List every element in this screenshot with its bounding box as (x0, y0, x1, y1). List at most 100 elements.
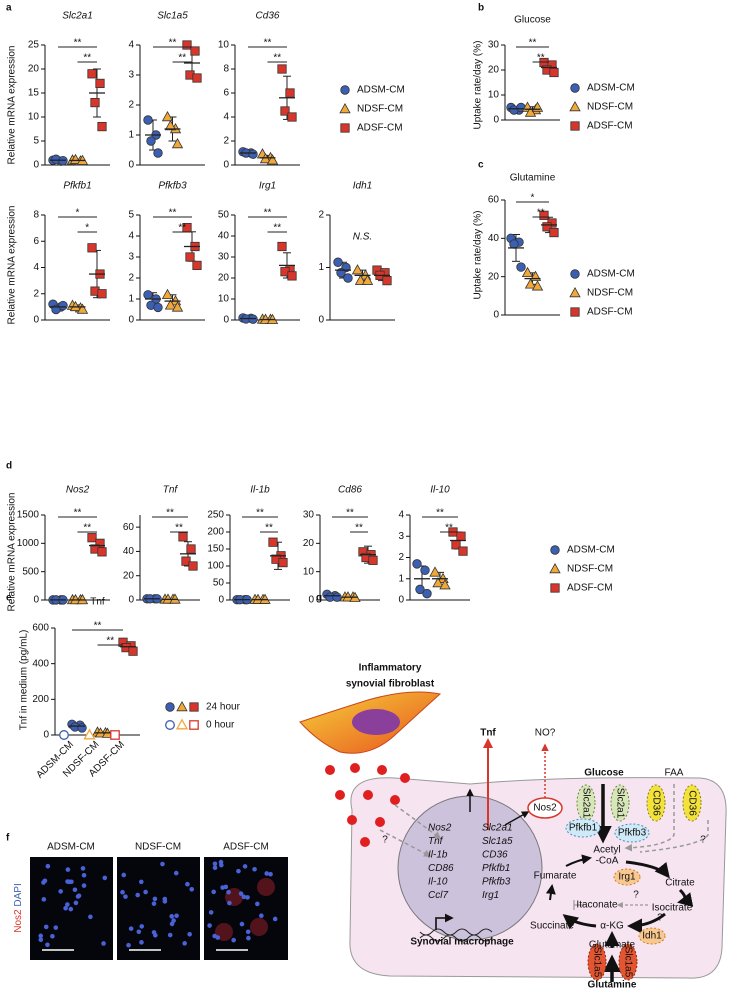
data-point (69, 593, 82, 605)
data-point (76, 303, 89, 314)
cell-nucleus (43, 924, 49, 930)
y-tick-label: 30 (303, 510, 315, 521)
enzyme (527, 797, 563, 819)
legend-label: 24 hour (206, 702, 241, 713)
significance-label: N.S. (353, 232, 372, 243)
data-point (87, 243, 97, 253)
arrow (545, 884, 556, 901)
data-point (509, 239, 519, 249)
legend-marker (550, 545, 560, 555)
significance-label: ** (94, 621, 102, 632)
y-tick-label: 3 (128, 252, 134, 263)
y-tick-label: 2 (128, 100, 134, 111)
data-point (432, 576, 444, 588)
gene-label: Pfkfb1 (482, 863, 510, 874)
y-tick-label: 0 (308, 595, 314, 606)
image-title: NDSF-CM (135, 842, 181, 853)
y-tick-label: 1000 (17, 538, 40, 549)
cell-nucleus (167, 932, 173, 938)
diagram (299, 691, 727, 982)
gene-label: CD36 (482, 850, 508, 861)
data-point (146, 136, 156, 146)
significance-label: ** (83, 523, 91, 534)
cell-nucleus (212, 861, 218, 867)
y-tick-label: 2 (223, 136, 229, 147)
arrow (625, 860, 670, 879)
micrograph-cells (38, 859, 278, 948)
arrow (379, 829, 432, 857)
chart-title: Glucose (514, 15, 551, 26)
cell-nucleus (231, 937, 236, 943)
legend-marker (339, 102, 351, 114)
y-tick-label: 10 (488, 90, 500, 101)
significance-label: ** (169, 38, 177, 49)
legend-marker (189, 720, 199, 730)
cell-nucleus (121, 872, 127, 878)
y-tick-label: 8 (223, 64, 229, 75)
y-tick-label: 200 (207, 527, 224, 538)
cell-nucleus (207, 923, 212, 928)
data-point (412, 559, 422, 569)
y-tick-label: 10 (218, 40, 230, 51)
gene-label: Ccl7 (428, 890, 448, 901)
cell-nucleus (139, 924, 145, 929)
gene-label: CD86 (428, 863, 454, 874)
cell-nucleus (252, 866, 257, 872)
cell-nucleus (88, 914, 93, 920)
cell-nucleus (241, 894, 247, 900)
data-point (259, 593, 271, 604)
enzyme (613, 868, 641, 886)
legend-marker (570, 121, 580, 131)
data-point (97, 289, 107, 299)
y-tick-label: 250 (207, 510, 224, 521)
y-tick-label: 3 (128, 70, 134, 81)
cell-nucleus (153, 932, 158, 938)
diagram-label: Fumarate (534, 871, 577, 882)
legend-label: NDSF-CM (587, 102, 633, 113)
chart-title: Nos2 (66, 485, 90, 496)
cell-nucleus (259, 913, 264, 918)
cell-nucleus (245, 895, 250, 900)
cell-nucleus (189, 886, 195, 892)
legend-marker (570, 269, 580, 279)
chart-title: Irg1 (259, 181, 276, 192)
cell-nucleus (264, 871, 270, 876)
diagram-label: ? (382, 835, 388, 846)
data-point (186, 544, 196, 554)
y-tick-label: 0 (33, 595, 39, 606)
legend-label: ADSM-CM (587, 269, 635, 280)
diagram-label: Glutamate (589, 940, 636, 951)
data-point (153, 302, 163, 313)
y-tick-label: 150 (207, 544, 224, 555)
y-tick-label: 2 (33, 288, 39, 299)
cell-nucleus (65, 902, 70, 907)
significance-label: ** (273, 53, 281, 64)
legend-marker (570, 83, 580, 93)
data-point (266, 154, 279, 165)
cytokines (325, 763, 410, 847)
cell-nucleus (68, 906, 74, 912)
data-point (342, 591, 354, 602)
data-point (143, 115, 153, 125)
significance-label: ** (265, 523, 273, 534)
cell-nucleus (73, 900, 79, 906)
chart-title: Glutamine (510, 173, 556, 184)
data-point (524, 278, 537, 289)
significance-label: ** (436, 508, 444, 519)
cell-nucleus (236, 868, 241, 874)
data-point (278, 558, 288, 568)
cell-nucleus (81, 872, 87, 878)
significance-label: ** (537, 208, 545, 219)
legend-label: ADSF-CM (587, 307, 633, 318)
data-point (524, 106, 537, 117)
y-tick-label: 100 (207, 561, 224, 572)
cell-nucleus (138, 879, 144, 885)
y-tick-label: 5 (33, 136, 39, 147)
y-tick-label: 1 (128, 130, 134, 141)
cell-nucleus (126, 942, 131, 948)
cell-nucleus (80, 866, 86, 871)
fibroblast-nucleus (352, 709, 400, 735)
stain-label: DAPI (13, 883, 24, 906)
y-tick-label: 5 (128, 210, 134, 221)
data-point (458, 546, 468, 556)
